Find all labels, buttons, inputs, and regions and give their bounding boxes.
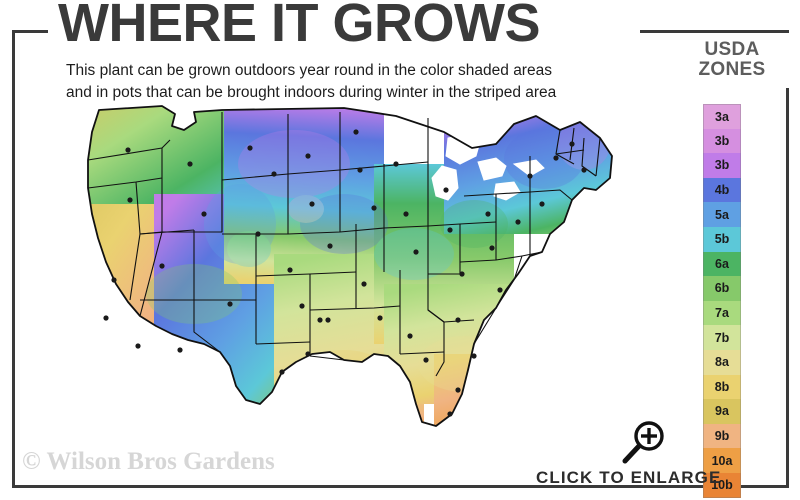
legend-swatch-3b-1: 3b <box>703 128 741 154</box>
legend-swatch-label: 3a <box>715 109 729 124</box>
legend-swatch-7b-9: 7b <box>703 325 741 350</box>
legend-swatch-label: 3b <box>714 158 730 173</box>
legend-swatch-label: 5a <box>715 207 729 222</box>
page-title: WHERE IT GROWS <box>58 0 540 53</box>
legend-swatch-5b-5: 5b <box>703 226 741 252</box>
city-markers <box>103 129 587 417</box>
legend-swatch-6a-6: 6a <box>703 251 741 277</box>
frame-border-left <box>12 30 15 488</box>
legend-swatch-8b-11: 8b <box>703 374 741 400</box>
legend-title: USDA ZONES <box>676 39 788 81</box>
legend-swatch-label: 4b <box>714 183 730 198</box>
usda-zone-legend: 3a 3b 3b 4b 5a 5b 6a 6b 7a 7b 8a 8b 9a 9b 10a 10b <box>703 104 741 498</box>
legend-swatch-label: 7a <box>715 306 729 321</box>
legend-swatch-label: 6b <box>714 281 730 296</box>
legend-swatch-10b-15: 10b <box>703 472 741 498</box>
subtitle-line-1: This plant can be grown outdoors year ro… <box>66 62 552 79</box>
map-zone-fills <box>88 106 612 426</box>
legend-title-line-1: USDA <box>704 39 760 60</box>
legend-swatch-label: 9a <box>715 404 729 419</box>
legend-swatch-label: 6a <box>715 256 729 271</box>
subtitle-text: This plant can be grown outdoors year ro… <box>66 60 646 105</box>
frame-border-top-left <box>12 30 48 33</box>
legend-swatch-label: 7b <box>714 330 730 345</box>
usda-hardiness-zone-map[interactable] <box>44 104 654 434</box>
legend-swatch-label: 5b <box>714 232 730 247</box>
legend-swatch-8a-10: 8a <box>703 349 741 375</box>
legend-swatch-label: 10a <box>711 453 733 468</box>
magnifier-zoom-icon[interactable] <box>620 418 668 466</box>
legend-swatch-label: 9b <box>714 429 730 444</box>
legend-swatch-9b-13: 9b <box>703 423 741 449</box>
frame-border-right <box>786 88 789 488</box>
watermark-credit: © Wilson Bros Gardens <box>22 448 275 475</box>
state-boundaries <box>87 112 601 377</box>
legend-swatch-label: 3b <box>714 133 730 148</box>
subtitle-line-2: and in pots that can be brought indoors … <box>66 84 557 102</box>
great-lakes <box>431 133 545 201</box>
legend-swatch-3a-0: 3a <box>703 104 741 129</box>
legend-swatch-4b-3: 4b <box>703 177 741 203</box>
legend-swatch-3b-2: 3b <box>703 153 741 178</box>
legend-swatch-label: 8a <box>715 355 729 370</box>
legend-swatch-label: 10b <box>711 477 733 492</box>
map-svg[interactable] <box>44 104 654 434</box>
legend-swatch-9a-12: 9a <box>703 399 741 424</box>
us-national-outline <box>87 105 613 427</box>
magnifier-icon-svg[interactable] <box>620 418 668 466</box>
frame-border-top-right <box>640 30 789 33</box>
legend-title-line-2: ZONES <box>698 59 766 81</box>
legend-swatch-7a-8: 7a <box>703 300 741 326</box>
frame-border-bottom <box>12 485 789 488</box>
legend-swatch-10a-14: 10a <box>703 448 741 473</box>
legend-swatch-6b-7: 6b <box>703 276 741 301</box>
legend-swatch-5a-4: 5a <box>703 202 741 227</box>
click-to-enlarge-label[interactable]: CLICK TO ENLARGE <box>536 468 722 487</box>
legend-swatch-label: 8b <box>714 379 730 394</box>
